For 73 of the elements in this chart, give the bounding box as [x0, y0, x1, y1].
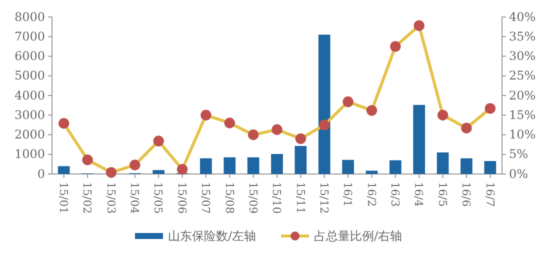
point: [82, 154, 93, 166]
x-tick-label: 16/5: [436, 182, 449, 207]
x-tick-label: 15/06: [175, 182, 188, 214]
bar: [58, 166, 70, 174]
bar: [200, 158, 212, 174]
x-tick-label: 15/08: [222, 182, 236, 214]
y-tick-label: 2000: [14, 128, 45, 142]
y2-tick-label: 15%: [509, 108, 536, 122]
y-tick-label: 3000: [14, 108, 45, 122]
y-tick-label: 4000: [14, 88, 45, 102]
point: [176, 164, 188, 175]
y-tick-label: 0: [37, 166, 45, 181]
x-tick-label: 15/10: [270, 182, 284, 214]
point: [224, 118, 235, 128]
bar: [390, 160, 402, 174]
x-tick-label: 15/05: [152, 182, 165, 214]
point: [272, 124, 282, 135]
x-tick-label: 15/07: [199, 182, 212, 214]
x-tick-label: 15/02: [80, 182, 94, 214]
y2-tick-label: 10%: [509, 128, 536, 142]
x-tick-label: 16/7: [483, 182, 496, 207]
bar: [460, 158, 472, 174]
y-tick-label: 6000: [14, 49, 45, 64]
x-tick-label: 16/3: [388, 182, 402, 207]
y2-tick-label: 20%: [509, 88, 536, 102]
y2-tick-label: 0%: [509, 166, 528, 181]
bar: [247, 157, 260, 174]
x-tick-label: 16/4: [412, 182, 426, 207]
x-tick-label: 16/6: [460, 182, 473, 207]
y2-tick-label: 40%: [509, 10, 536, 24]
point: [58, 118, 70, 129]
x-tick-label: 15/04: [128, 182, 142, 214]
y-tick-label: 7000: [14, 29, 45, 44]
point: [342, 96, 354, 108]
point: [390, 41, 401, 52]
point: [461, 122, 472, 134]
y2-tick-label: 30%: [509, 49, 536, 64]
point: [437, 110, 448, 120]
y2-tick-label: 25%: [509, 68, 536, 83]
legend-label: 占总量比例/右轴: [314, 229, 402, 244]
bar: [342, 160, 354, 174]
y2-tick-label: 35%: [509, 29, 536, 44]
point: [200, 110, 212, 120]
legend-label: 山东保险数/左轴: [168, 229, 256, 244]
x-tick-label: 15/09: [246, 182, 260, 214]
bar: [318, 34, 330, 174]
bar: [436, 152, 449, 174]
point: [366, 105, 378, 116]
x-tick-label: 16/1: [341, 182, 354, 207]
bar: [271, 154, 283, 174]
bar: [484, 161, 496, 174]
x-tick-label: 15/01: [56, 182, 70, 214]
x-tick-label: 15/03: [104, 182, 118, 214]
y-tick-label: 8000: [14, 10, 45, 24]
bar: [413, 104, 426, 174]
bar: [294, 146, 307, 174]
point: [248, 129, 259, 140]
x-tick-label: 15/12: [318, 182, 331, 214]
point: [319, 120, 330, 130]
point: [106, 167, 117, 178]
bar: [152, 170, 164, 174]
point: [484, 103, 496, 114]
point: [295, 133, 306, 144]
x-tick-label: 15/11: [294, 182, 307, 214]
x-tick-label: 16/2: [364, 182, 378, 207]
point: [130, 160, 140, 170]
y2-tick-label: 5%: [509, 147, 528, 162]
y-tick-label: 5000: [14, 68, 45, 83]
bar: [366, 170, 378, 174]
y-tick-label: 1000: [14, 147, 45, 162]
point: [153, 136, 164, 146]
point: [414, 20, 424, 31]
bar: [224, 157, 236, 174]
